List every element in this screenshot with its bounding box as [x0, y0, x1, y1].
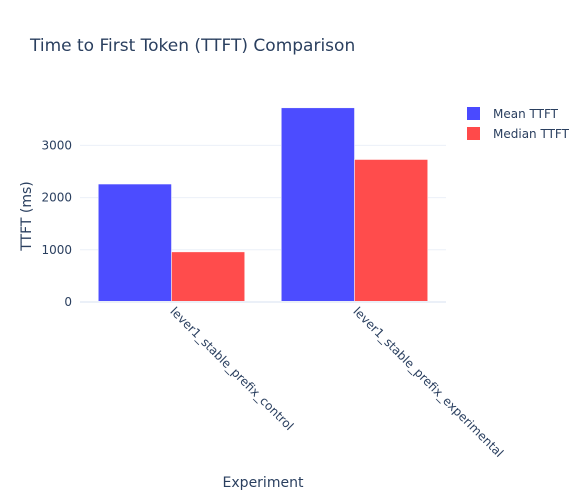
legend-swatch[interactable] — [467, 127, 480, 140]
bar-median-ttft-2[interactable] — [354, 159, 428, 303]
chart-title: Time to First Token (TTFT) Comparison — [29, 36, 355, 56]
legend-swatch[interactable] — [467, 107, 480, 120]
x-tick-label: lever1_stable_prefix_control — [167, 304, 296, 433]
bar-mean-ttft-1[interactable] — [98, 183, 172, 303]
legend-label[interactable]: Mean TTFT — [493, 107, 559, 121]
legend-label[interactable]: Median TTFT — [493, 127, 570, 141]
x-axis-title: Experiment — [223, 475, 304, 491]
y-tick-label: 3000 — [41, 138, 72, 152]
bars — [98, 107, 428, 303]
bar-median-ttft-1[interactable] — [171, 251, 245, 303]
y-tick-label: 2000 — [41, 191, 72, 205]
y-tick-label: 0 — [64, 295, 72, 309]
bar-mean-ttft-2[interactable] — [281, 107, 355, 303]
y-tick-label: 1000 — [41, 243, 72, 257]
y-axis-title: TTFT (ms) — [19, 181, 35, 252]
legend[interactable]: Mean TTFT Median TTFT — [467, 107, 570, 141]
x-tick-label: lever1_stable_prefix_experimental — [350, 304, 506, 460]
